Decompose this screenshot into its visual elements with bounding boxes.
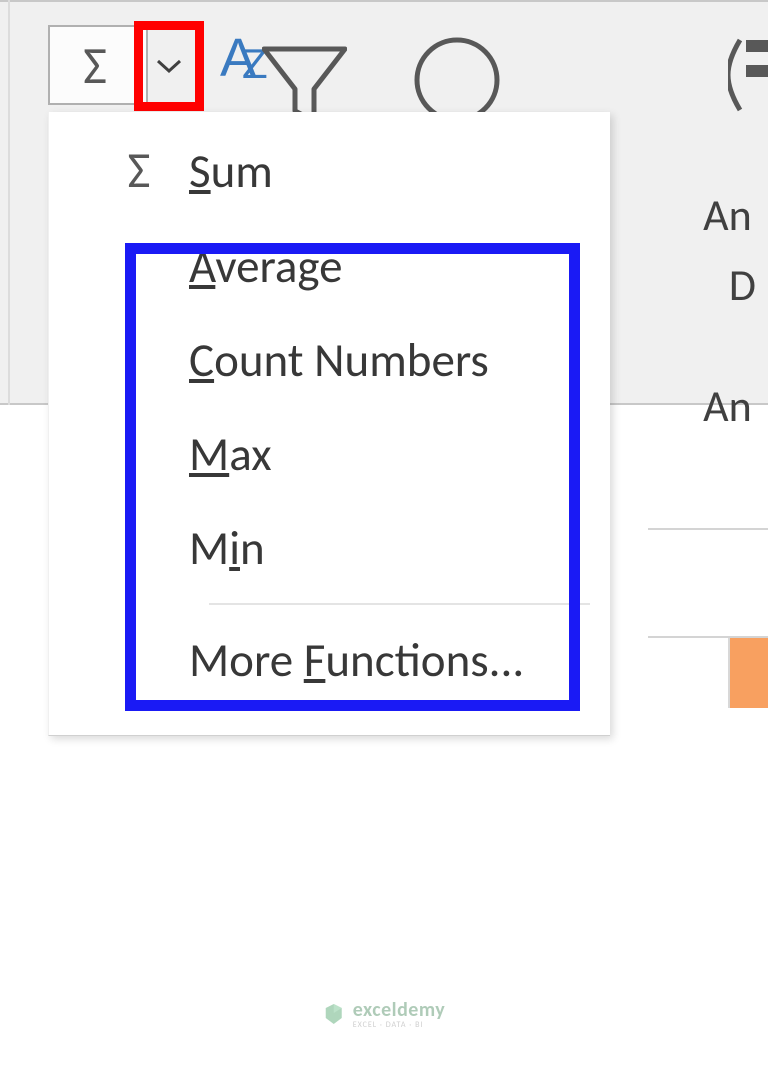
menu-label-average: Average [189, 237, 580, 295]
autosum-dropdown-menu: Σ Sum Average Count Numbers Max Min More… [48, 112, 610, 736]
chevron-down-icon [156, 58, 182, 74]
menu-label-max: Max [189, 425, 580, 483]
menu-item-sum[interactable]: Σ Sum [49, 112, 610, 219]
ribbon-divider [8, 0, 10, 405]
autosum-dropdown-arrow[interactable] [134, 21, 204, 111]
spreadsheet-cell-orange [728, 638, 768, 708]
spreadsheet-cell-bg [648, 528, 768, 638]
menu-label-sum: Sum [189, 142, 580, 200]
right-label-3: An [699, 371, 756, 441]
menu-item-more-functions[interactable]: More Functions... [49, 613, 610, 707]
menu-item-max[interactable]: Max [49, 407, 610, 501]
menu-item-count[interactable]: Count Numbers [49, 313, 610, 407]
sigma-icon: Σ [83, 33, 107, 97]
partial-icon [728, 30, 768, 120]
right-label-1: An [699, 180, 756, 250]
watermark-brand: exceldemy [353, 998, 446, 1022]
right-label-2: D [729, 250, 756, 320]
watermark-logo-icon [323, 1003, 345, 1025]
sigma-icon: Σ [128, 140, 151, 201]
autosum-button[interactable]: Σ [48, 25, 148, 105]
sort-az-icon: AZ [220, 25, 254, 81]
menu-label-min: Min [189, 519, 580, 577]
sort-filter-button[interactable]: AZ [220, 25, 347, 125]
right-panel-labels: An D An [699, 180, 756, 441]
watermark: exceldemy EXCEL · DATA · BI [323, 998, 446, 1030]
menu-label-more: More Functions... [189, 631, 580, 689]
menu-item-average[interactable]: Average [49, 219, 610, 313]
partial-button-right [728, 30, 768, 125]
menu-separator [209, 603, 590, 605]
menu-item-min[interactable]: Min [49, 501, 610, 595]
menu-label-count: Count Numbers [189, 331, 580, 389]
